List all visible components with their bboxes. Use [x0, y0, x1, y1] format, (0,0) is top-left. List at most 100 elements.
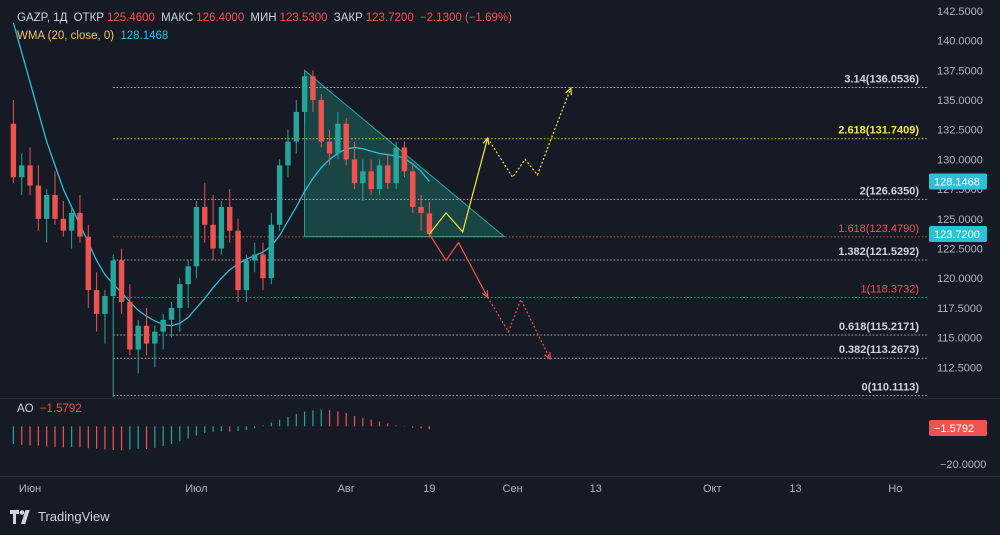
- candle-body[interactable]: [260, 254, 266, 279]
- candle-body[interactable]: [152, 331, 158, 344]
- candle-body[interactable]: [85, 236, 91, 291]
- ao-axis-tick: −20.0000: [940, 459, 986, 471]
- price-tag-label: 123.7200: [934, 229, 980, 241]
- candle-body[interactable]: [218, 206, 225, 249]
- candle-body[interactable]: [301, 76, 308, 112]
- candle-body[interactable]: [43, 195, 50, 219]
- time-axis-tick: 19: [423, 483, 435, 495]
- brand-footer[interactable]: TradingView: [10, 509, 110, 524]
- candle-body[interactable]: [10, 123, 17, 178]
- open-label: ОТКР: [73, 12, 104, 24]
- candle-body[interactable]: [160, 319, 166, 332]
- fib-level-label: 2(126.6350): [860, 185, 920, 197]
- candle-body[interactable]: [210, 224, 216, 249]
- candle-body[interactable]: [235, 230, 241, 291]
- price-axis-tick: 130.0000: [937, 154, 983, 166]
- candle-body[interactable]: [52, 195, 58, 219]
- candle-body[interactable]: [68, 212, 75, 231]
- time-axis-tick: Авг: [338, 483, 355, 495]
- open-value: 125.4600: [106, 12, 155, 24]
- candle-body[interactable]: [418, 206, 424, 213]
- price-axis-tick: 120.0000: [937, 273, 983, 285]
- candle-body[interactable]: [251, 254, 258, 261]
- close-label: ЗАКР: [333, 12, 363, 24]
- candle-body[interactable]: [410, 171, 416, 207]
- wma-name: WMA (20, close, 0): [17, 30, 115, 42]
- projection-down-dotted-path[interactable]: [487, 296, 551, 360]
- candle-body[interactable]: [268, 224, 275, 279]
- candle-body[interactable]: [60, 218, 67, 231]
- change-value: −2.1300 (−1.69%): [419, 12, 512, 24]
- fib-level-label: 1.618(123.4790): [838, 223, 919, 235]
- candle-body[interactable]: [318, 100, 324, 142]
- candle-body[interactable]: [135, 325, 141, 350]
- ao-value: −1.5792: [39, 403, 82, 415]
- price-axis-tick: 117.5000: [937, 303, 982, 315]
- fib-level-label: 1(118.3732): [860, 284, 919, 296]
- candle-body[interactable]: [143, 325, 150, 344]
- time-axis-tick: Окт: [703, 483, 722, 495]
- candle-body[interactable]: [177, 284, 183, 308]
- close-value: 123.7200: [365, 12, 414, 24]
- projection-up-dotted-path[interactable]: [487, 87, 572, 179]
- candle-body[interactable]: [27, 165, 33, 186]
- candle-body[interactable]: [335, 123, 341, 154]
- time-axis-tick: Июн: [19, 483, 41, 495]
- tradingview-logo-icon: [10, 509, 30, 524]
- fib-level-label: 0(110.1113): [861, 382, 919, 394]
- candle-body[interactable]: [351, 159, 358, 184]
- high-value: 126.4000: [196, 12, 245, 24]
- candle-body[interactable]: [127, 301, 133, 350]
- candle-body[interactable]: [368, 171, 374, 190]
- ao-legend[interactable]: AO −1.5792: [17, 403, 85, 415]
- wma-value: 128.1468: [120, 30, 169, 42]
- candle-body[interactable]: [193, 206, 200, 267]
- ao-value-tag-label: −1.5792: [934, 423, 974, 435]
- wma-line[interactable]: [12, 22, 430, 327]
- candle-body[interactable]: [35, 185, 42, 219]
- projection-down-path[interactable]: [428, 233, 489, 298]
- candle-body[interactable]: [243, 260, 250, 291]
- fib-level-label: 2.618(131.7409): [838, 125, 919, 137]
- candle-body[interactable]: [93, 290, 100, 314]
- candle-body[interactable]: [426, 213, 433, 235]
- candle-body[interactable]: [102, 296, 108, 314]
- high-label: МАКС: [161, 12, 194, 24]
- candle-body[interactable]: [118, 260, 125, 302]
- candle-body[interactable]: [168, 307, 175, 320]
- candle-body[interactable]: [293, 111, 299, 142]
- time-axis-tick: Но: [888, 483, 902, 495]
- price-axis-tick: 125.0000: [937, 214, 983, 226]
- candle-body[interactable]: [310, 76, 316, 101]
- fib-level-label: 0.618(115.2171): [839, 321, 919, 333]
- low-value: 123.5300: [279, 12, 328, 24]
- candle-body[interactable]: [77, 212, 83, 237]
- candle-body[interactable]: [360, 171, 366, 184]
- candle-body[interactable]: [285, 141, 291, 166]
- candle-body[interactable]: [385, 165, 391, 184]
- candle-body[interactable]: [326, 141, 333, 154]
- candle-body[interactable]: [276, 165, 283, 225]
- price-axis-tick: 142.5000: [937, 6, 983, 18]
- candle-body[interactable]: [343, 123, 349, 160]
- candle-body[interactable]: [185, 266, 191, 285]
- time-axis-tick: Сен: [503, 483, 523, 495]
- candle-body[interactable]: [393, 147, 399, 184]
- time-axis-tick: Июл: [185, 483, 207, 495]
- ticker-label[interactable]: GAZP, 1Д: [17, 12, 68, 24]
- projection-up-path[interactable]: [428, 137, 489, 235]
- wma-legend[interactable]: WMA (20, close, 0) 128.1468: [17, 30, 171, 42]
- candle-body[interactable]: [227, 206, 233, 231]
- fib-level-label: 0.382(113.2673): [839, 344, 919, 356]
- candle-body[interactable]: [401, 147, 408, 172]
- candle-body[interactable]: [19, 165, 25, 178]
- brand-name: TradingView: [38, 509, 110, 524]
- candle-body[interactable]: [110, 260, 116, 297]
- candle-body[interactable]: [376, 165, 383, 190]
- time-axis-tick: 13: [590, 483, 602, 495]
- candle-body[interactable]: [202, 206, 208, 225]
- projection-up-dotted-arrowhead: [565, 86, 572, 96]
- price-axis-tick: 122.5000: [937, 244, 983, 256]
- price-axis-tick: 135.0000: [937, 95, 983, 107]
